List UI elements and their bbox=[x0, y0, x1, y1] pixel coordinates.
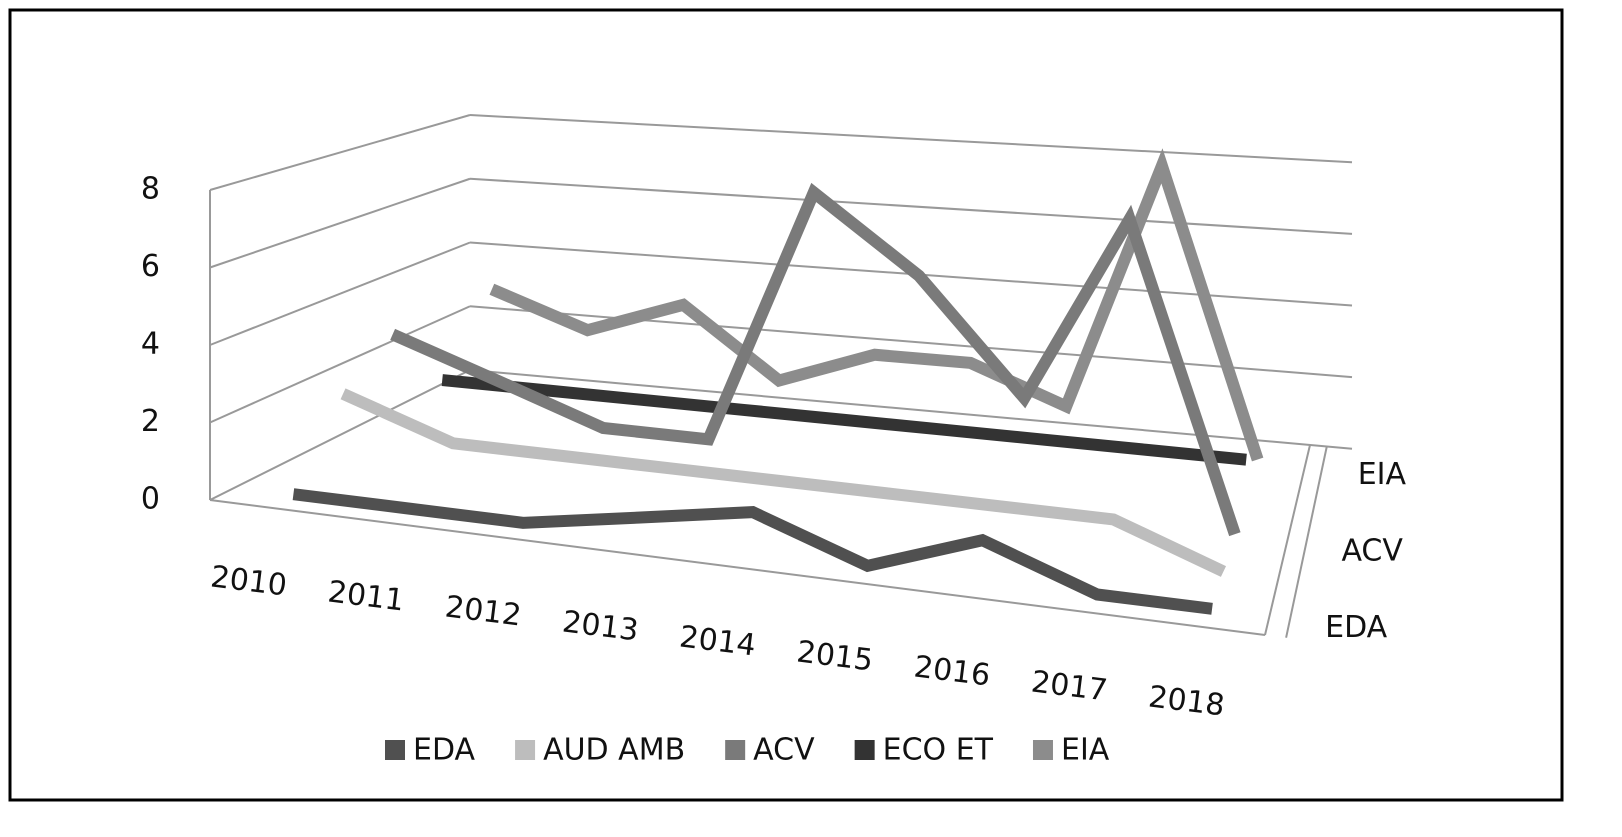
grid-line bbox=[209, 241, 471, 346]
legend-label: AUD AMB bbox=[543, 733, 685, 768]
grid-line bbox=[469, 177, 1353, 235]
depth-tick-label: ACV bbox=[1341, 534, 1403, 569]
legend-label: ECO ET bbox=[883, 733, 994, 768]
floor-edge bbox=[1264, 444, 1311, 636]
depth-axis bbox=[1285, 446, 1328, 638]
depth-tick-label: EDA bbox=[1325, 610, 1388, 645]
y-tick-label: 6 bbox=[141, 249, 160, 284]
legend-label: EDA bbox=[413, 733, 476, 768]
series-line bbox=[390, 182, 1241, 537]
grid-line bbox=[209, 305, 471, 424]
y-tick-label: 8 bbox=[141, 172, 160, 207]
y-tick-label: 0 bbox=[141, 482, 160, 517]
grid-line bbox=[209, 177, 471, 269]
series-line bbox=[489, 148, 1264, 462]
series-line bbox=[292, 488, 1213, 615]
depth-tick-label: EIA bbox=[1358, 457, 1407, 492]
floor-edge bbox=[209, 499, 1266, 636]
legend-swatch bbox=[1032, 740, 1053, 760]
legend-swatch bbox=[515, 740, 536, 760]
chart-border bbox=[8, 8, 1564, 802]
y-tick-label: 2 bbox=[141, 404, 160, 439]
legend-swatch bbox=[854, 740, 875, 760]
legend-label: ACV bbox=[753, 733, 815, 768]
legend-swatch bbox=[385, 740, 405, 760]
grid-line bbox=[209, 114, 471, 191]
series-line bbox=[441, 374, 1247, 466]
grid-line bbox=[209, 369, 471, 501]
legend-swatch bbox=[725, 740, 746, 760]
y-tick-label: 4 bbox=[141, 327, 160, 362]
series-line bbox=[340, 388, 1227, 577]
grid-line bbox=[469, 114, 1353, 164]
legend-label: EIA bbox=[1061, 733, 1110, 768]
